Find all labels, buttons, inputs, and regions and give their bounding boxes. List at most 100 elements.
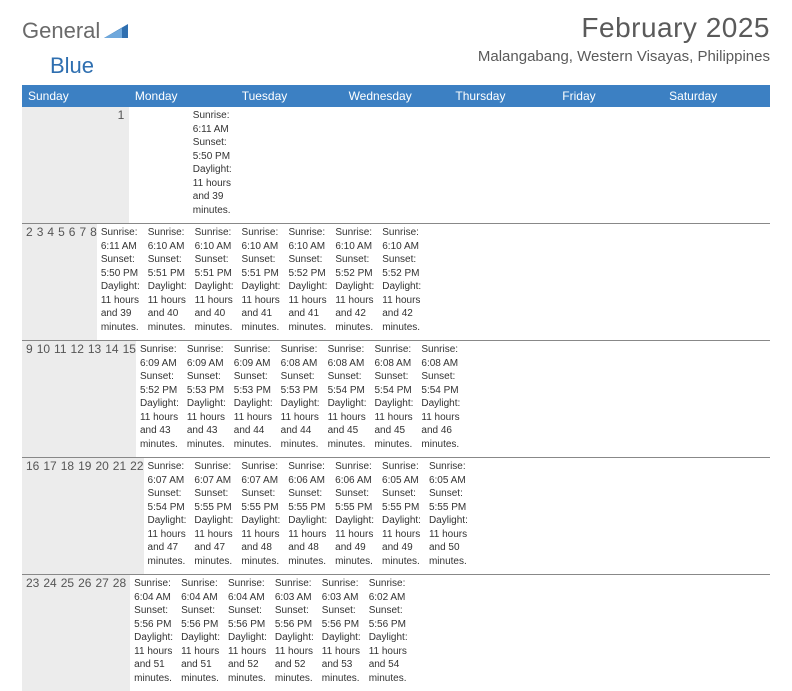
daynum-row: 232425262728: [22, 575, 130, 691]
heading: February 2025 Malangabang, Western Visay…: [478, 12, 770, 65]
sunset-text: Sunset: 5:56 PM: [181, 604, 220, 631]
day-number: [98, 107, 113, 223]
day-cell: Sunrise: 6:09 AMSunset: 5:53 PMDaylight:…: [183, 341, 230, 457]
daylight-text: Daylight: 11 hours and 44 minutes.: [281, 397, 320, 451]
day-number: 1: [114, 107, 129, 223]
weekday-thursday: Thursday: [449, 85, 556, 107]
sunset-text: Sunset: 5:51 PM: [148, 253, 187, 280]
sunset-text: Sunset: 5:55 PM: [429, 487, 468, 514]
day-number: 20: [91, 458, 108, 574]
day-cell: Sunrise: 6:05 AMSunset: 5:55 PMDaylight:…: [425, 458, 472, 574]
day-cell: [412, 575, 420, 691]
calendar-week: 9101112131415Sunrise: 6:09 AMSunset: 5:5…: [22, 340, 770, 457]
day-cell: Sunrise: 6:07 AMSunset: 5:54 PMDaylight:…: [144, 458, 191, 574]
daylight-text: Daylight: 11 hours and 49 minutes.: [382, 514, 421, 568]
day-cell: Sunrise: 6:10 AMSunset: 5:52 PMDaylight:…: [378, 224, 425, 340]
day-cell: Sunrise: 6:08 AMSunset: 5:54 PMDaylight:…: [324, 341, 371, 457]
weekday-saturday: Saturday: [663, 85, 770, 107]
day-cell: Sunrise: 6:10 AMSunset: 5:52 PMDaylight:…: [331, 224, 378, 340]
day-number: [22, 107, 37, 223]
weekday-header: Sunday Monday Tuesday Wednesday Thursday…: [22, 85, 770, 107]
daylight-text: Daylight: 11 hours and 43 minutes.: [187, 397, 226, 451]
sunrise-text: Sunrise: 6:08 AM: [328, 343, 367, 370]
sunset-text: Sunset: 5:52 PM: [140, 370, 179, 397]
sunset-text: Sunset: 5:55 PM: [241, 487, 280, 514]
day-number: 27: [91, 575, 108, 691]
sunset-text: Sunset: 5:55 PM: [288, 487, 327, 514]
sunset-text: Sunset: 5:55 PM: [194, 487, 233, 514]
daylight-text: Daylight: 11 hours and 52 minutes.: [228, 631, 267, 685]
daylight-text: Daylight: 11 hours and 45 minutes.: [374, 397, 413, 451]
weeks-container: 1 Sunrise: 6:11 AMSunset: 5:50 PMDaylight…: [22, 107, 770, 691]
sunrise-text: Sunrise: 6:07 AM: [148, 460, 187, 487]
day-cell: [169, 107, 179, 223]
day-number: 21: [109, 458, 126, 574]
location-subtitle: Malangabang, Western Visayas, Philippine…: [478, 48, 770, 65]
daylight-text: Daylight: 11 hours and 51 minutes.: [181, 631, 220, 685]
day-number: 8: [86, 224, 97, 340]
day-number: 6: [65, 224, 76, 340]
day-number: 15: [119, 341, 136, 457]
logo-text-general: General: [22, 18, 100, 44]
weekday-wednesday: Wednesday: [343, 85, 450, 107]
day-cell: [149, 107, 159, 223]
day-number: 3: [33, 224, 44, 340]
sunset-text: Sunset: 5:56 PM: [369, 604, 408, 631]
day-number: 12: [67, 341, 84, 457]
day-cell: Sunrise: 6:11 AMSunset: 5:50 PMDaylight:…: [189, 107, 236, 223]
sunset-text: Sunset: 5:54 PM: [421, 370, 460, 397]
day-cell: Sunrise: 6:10 AMSunset: 5:52 PMDaylight:…: [284, 224, 331, 340]
day-cell: Sunrise: 6:10 AMSunset: 5:51 PMDaylight:…: [238, 224, 285, 340]
day-number: [83, 107, 98, 223]
sunrise-text: Sunrise: 6:08 AM: [374, 343, 413, 370]
daylight-text: Daylight: 11 hours and 47 minutes.: [194, 514, 233, 568]
calendar-page: General February 2025 Malangabang, Weste…: [0, 0, 792, 691]
daynum-row: 2345678: [22, 224, 97, 340]
day-number: 19: [74, 458, 91, 574]
calendar-week: 2345678Sunrise: 6:11 AMSunset: 5:50 PMDa…: [22, 223, 770, 340]
weekday-monday: Monday: [129, 85, 236, 107]
sunrise-text: Sunrise: 6:04 AM: [134, 577, 173, 604]
sunset-text: Sunset: 5:52 PM: [288, 253, 327, 280]
day-cell: Sunrise: 6:03 AMSunset: 5:56 PMDaylight:…: [271, 575, 318, 691]
day-number: 26: [74, 575, 91, 691]
weekday-tuesday: Tuesday: [236, 85, 343, 107]
day-number: 7: [75, 224, 86, 340]
day-cell: Sunrise: 6:05 AMSunset: 5:55 PMDaylight:…: [378, 458, 425, 574]
sunset-text: Sunset: 5:51 PM: [242, 253, 281, 280]
daynum-row: 16171819202122: [22, 458, 144, 574]
sunrise-text: Sunrise: 6:05 AM: [429, 460, 468, 487]
day-number: 14: [101, 341, 118, 457]
day-number: [53, 107, 68, 223]
sunrise-text: Sunrise: 6:10 AM: [382, 226, 421, 253]
calendar-week: 1 Sunrise: 6:11 AMSunset: 5:50 PMDaylight…: [22, 107, 770, 223]
daybody-row: Sunrise: 6:07 AMSunset: 5:54 PMDaylight:…: [144, 458, 472, 574]
day-number: 18: [57, 458, 74, 574]
day-cell: Sunrise: 6:03 AMSunset: 5:56 PMDaylight:…: [318, 575, 365, 691]
day-cell: Sunrise: 6:07 AMSunset: 5:55 PMDaylight:…: [190, 458, 237, 574]
sunrise-text: Sunrise: 6:11 AM: [101, 226, 140, 253]
sunset-text: Sunset: 5:53 PM: [281, 370, 320, 397]
day-number: 13: [84, 341, 101, 457]
day-cell: Sunrise: 6:06 AMSunset: 5:55 PMDaylight:…: [331, 458, 378, 574]
day-number: 2: [22, 224, 33, 340]
month-title: February 2025: [478, 12, 770, 44]
sunrise-text: Sunrise: 6:08 AM: [281, 343, 320, 370]
sunrise-text: Sunrise: 6:10 AM: [148, 226, 187, 253]
daylight-text: Daylight: 11 hours and 42 minutes.: [382, 280, 421, 334]
sunrise-text: Sunrise: 6:09 AM: [140, 343, 179, 370]
day-cell: Sunrise: 6:04 AMSunset: 5:56 PMDaylight:…: [224, 575, 271, 691]
calendar-table: Sunday Monday Tuesday Wednesday Thursday…: [22, 85, 770, 691]
day-number: [68, 107, 83, 223]
day-cell: [179, 107, 189, 223]
daylight-text: Daylight: 11 hours and 43 minutes.: [140, 397, 179, 451]
calendar-week: 232425262728Sunrise: 6:04 AMSunset: 5:56…: [22, 574, 770, 691]
daylight-text: Daylight: 11 hours and 40 minutes.: [195, 280, 234, 334]
sunset-text: Sunset: 5:56 PM: [322, 604, 361, 631]
sunset-text: Sunset: 5:55 PM: [382, 487, 421, 514]
weekday-sunday: Sunday: [22, 85, 129, 107]
sunset-text: Sunset: 5:52 PM: [335, 253, 374, 280]
daylight-text: Daylight: 11 hours and 41 minutes.: [242, 280, 281, 334]
sunrise-text: Sunrise: 6:11 AM: [193, 109, 232, 136]
day-number: 17: [39, 458, 56, 574]
